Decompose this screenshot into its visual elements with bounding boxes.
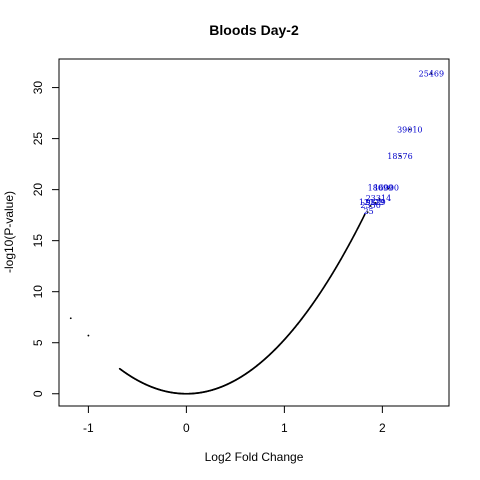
data-point	[408, 128, 411, 131]
point-label: 39010	[397, 125, 422, 134]
point-label: 18099	[368, 184, 393, 193]
point-label: 9329	[365, 198, 385, 207]
point-label: 18576	[387, 152, 412, 161]
data-point	[374, 202, 377, 204]
data-point	[369, 205, 372, 207]
y-tick-label: 25	[31, 132, 45, 146]
data-point-curve	[118, 213, 366, 395]
point-label: 25	[364, 207, 374, 216]
y-tick-label: 20	[31, 183, 45, 197]
y-tick-label: 0	[31, 390, 45, 397]
chart-title: Bloods Day-2	[209, 22, 299, 38]
data-point	[87, 334, 90, 337]
point-label: 12329	[359, 198, 384, 207]
y-axis: 0 5 10 15 20 25 30	[31, 81, 60, 397]
point-label: 16000	[374, 184, 399, 193]
data-point	[69, 317, 72, 320]
x-tick-label: -1	[83, 421, 94, 435]
data-point	[399, 155, 401, 157]
y-tick-label: 15	[31, 234, 45, 248]
isolated-points	[69, 72, 433, 337]
point-label: 25469	[419, 69, 444, 78]
y-axis-label: -log10(P-value)	[2, 191, 16, 273]
point-label: 23314	[366, 194, 391, 203]
data-point	[430, 72, 433, 75]
data-point	[378, 197, 381, 200]
point-labels: 25469 39010 18576 1809916000233141232993292…	[359, 69, 444, 216]
y-tick-label: 10	[31, 285, 45, 299]
data-point	[387, 187, 390, 190]
y-tick-label: 30	[31, 81, 45, 95]
x-axis-label: Log2 Fold Change	[205, 450, 304, 464]
data-point	[363, 213, 366, 216]
x-tick-label: 1	[281, 421, 288, 435]
x-axis: -1 0 1 2	[83, 405, 386, 435]
x-tick-label: 0	[183, 421, 190, 435]
y-tick-label: 5	[31, 339, 45, 346]
x-tick-label: 2	[379, 421, 386, 435]
point-label: 2350	[360, 201, 380, 210]
data-point	[366, 211, 369, 213]
